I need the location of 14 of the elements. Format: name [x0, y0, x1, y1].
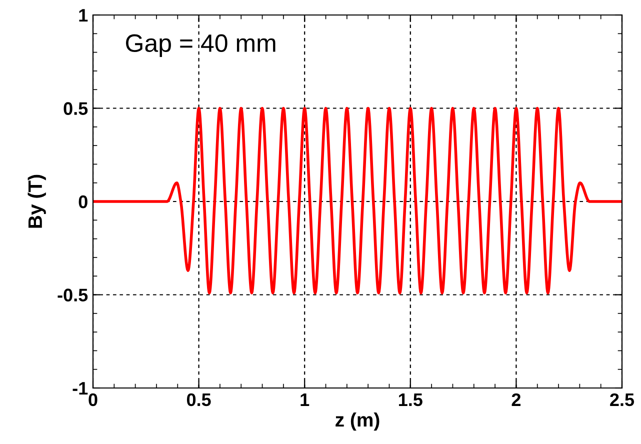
y-tick-label: -1: [72, 382, 88, 395]
y-axis-title: By (T): [28, 174, 46, 228]
x-tick-label: 1.5: [398, 394, 422, 406]
x-tick-label: 0.5: [186, 393, 211, 406]
y-tick-label: 1: [79, 9, 88, 22]
y-tick-label: 0.5: [64, 102, 88, 115]
y-tick-label: 0: [78, 195, 88, 208]
x-axis-title: z (m): [336, 412, 380, 431]
x-tick-label: 2.5: [610, 393, 634, 406]
x-tick-label: 2: [512, 393, 520, 406]
annotation: Gap = 40 mm: [126, 34, 276, 57]
x-tick-label: 0: [88, 393, 98, 406]
x-tick-label: 1: [300, 394, 310, 406]
y-tick-label: -0.5: [58, 288, 88, 302]
